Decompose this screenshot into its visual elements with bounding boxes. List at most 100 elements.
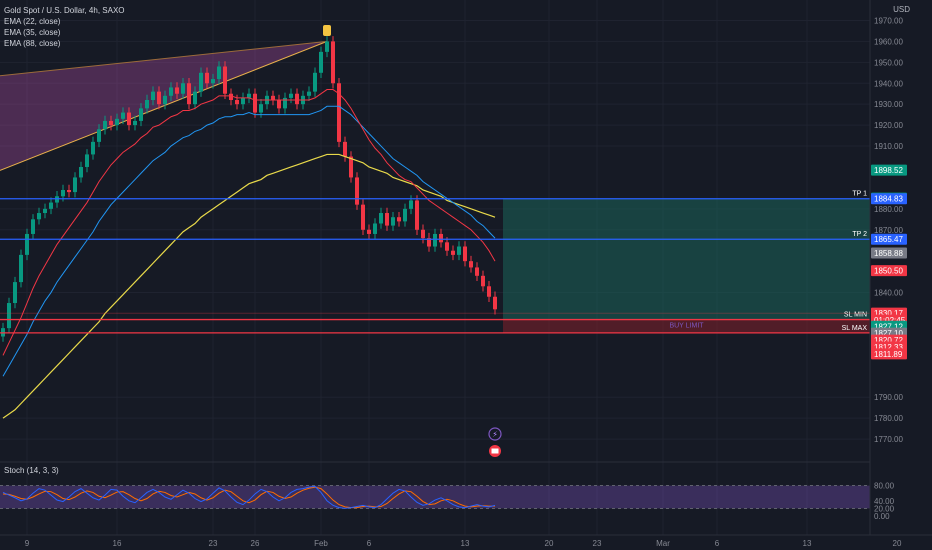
price-tag-label: 1898.52: [874, 166, 903, 175]
candle-body: [487, 286, 491, 297]
candle-body: [97, 129, 101, 142]
price-tick-label: 1840.00: [874, 289, 903, 298]
candle-body: [247, 93, 251, 98]
candle-body: [379, 213, 383, 224]
symbol-title[interactable]: Gold Spot / U.S. Dollar, 4h, SAXO: [4, 6, 125, 15]
candle-body: [127, 112, 131, 126]
candle-body: [235, 100, 239, 105]
candle-body: [481, 275, 485, 287]
price-tick-label: 1790.00: [874, 393, 903, 402]
ema88-legend[interactable]: EMA (88, close): [4, 39, 61, 48]
time-tick-label: Mar: [656, 539, 670, 548]
price-tag-label: 1830.17: [874, 309, 903, 318]
price-tag-label: 1827.10: [874, 329, 903, 338]
time-tick-label: 13: [461, 539, 470, 548]
candle-body: [91, 141, 95, 155]
candle-body: [397, 217, 401, 222]
channel-upper: [0, 40, 328, 77]
candle-body: [475, 267, 479, 276]
price-tick-label: 1940.00: [874, 79, 903, 88]
time-tick-label: 23: [593, 539, 602, 548]
candle-body: [223, 66, 227, 94]
candle-body: [163, 95, 167, 105]
ema22-line: [2, 89, 496, 356]
ema22-legend[interactable]: EMA (22, close): [4, 17, 61, 26]
time-tick-label: 20: [545, 539, 554, 548]
stoch-tick-label: 20.00: [874, 504, 895, 513]
price-tick-label: 1770.00: [874, 435, 903, 444]
price-tag: [871, 193, 907, 205]
level-lines[interactable]: TP 1 TP 2 SL MIN SL MAX: [0, 191, 870, 334]
time-tick-label: 23: [209, 539, 218, 548]
candle-body: [175, 87, 179, 94]
time-tick-label: 26: [251, 539, 260, 548]
candle-body: [367, 229, 371, 234]
price-tick-label: 1960.00: [874, 37, 903, 46]
candle-body: [463, 246, 467, 262]
stoch-legend[interactable]: Stoch (14, 3, 3): [4, 466, 59, 475]
candle-body: [103, 120, 107, 130]
price-tag-label: 1827.12: [874, 322, 903, 331]
candle-body: [157, 91, 161, 105]
stop-zone: [503, 319, 870, 333]
candle-body: [433, 233, 437, 247]
candle-body: [439, 233, 443, 243]
candle-body: [421, 229, 425, 239]
price-tick-label: 1880.00: [874, 205, 903, 214]
candle-body: [349, 156, 353, 178]
candle-body: [121, 112, 125, 119]
candle-body: [361, 204, 365, 230]
candle-body: [229, 93, 233, 100]
price-tick-label: 1970.00: [874, 16, 903, 25]
lightning-icon: ⚡: [492, 430, 498, 439]
level-label: TP 1: [852, 191, 867, 198]
price-tag: [871, 348, 907, 360]
earnings-marker-icon: [323, 25, 331, 36]
candle-body: [409, 200, 413, 209]
price-tick-label: 1870.00: [874, 226, 903, 235]
currency-label: USD: [893, 5, 910, 14]
price-tag: [871, 265, 907, 277]
candle-body: [181, 83, 185, 94]
price-tag-label: 1858.88: [874, 249, 903, 258]
stoch-tick-label: 80.00: [874, 482, 895, 491]
candle-body: [445, 242, 449, 251]
candle-body: [337, 83, 341, 142]
level-label: TP 2: [852, 231, 867, 238]
time-tick-label: Feb: [314, 539, 328, 548]
price-tick-label: 1930.00: [874, 100, 903, 109]
candle-body: [451, 250, 455, 255]
candle-body: [145, 100, 149, 109]
candle-body: [133, 120, 137, 126]
candle-body: [61, 190, 65, 197]
price-tag-label: 1812.33: [874, 343, 903, 352]
candle-body: [31, 219, 35, 234]
candle-body: [277, 100, 281, 109]
candle-body: [211, 79, 215, 84]
candle-body: [67, 190, 71, 193]
candle-body: [193, 91, 197, 105]
candle-body: [343, 141, 347, 157]
candle-body: [85, 154, 89, 167]
candle-body: [427, 238, 431, 247]
flag-icon: [491, 448, 499, 454]
candlesticks: [1, 36, 497, 342]
candle-body: [25, 233, 29, 255]
candle-body: [271, 95, 275, 100]
time-tick-label: 20: [893, 539, 902, 548]
event-icons[interactable]: ⚡: [323, 25, 502, 457]
price-tag-label: 1865.47: [874, 235, 903, 244]
candle-body: [139, 108, 143, 121]
level-label: SL MAX: [842, 325, 868, 332]
stoch-k-line: [2, 485, 496, 509]
ema35-legend[interactable]: EMA (35, close): [4, 28, 61, 37]
stoch-tick-label: 40.00: [874, 497, 895, 506]
candle-body: [205, 72, 209, 84]
time-tick-label: 16: [113, 539, 122, 548]
time-axis[interactable]: 9 16 23 26 Feb 6 13 20 23 Mar 6 13 20: [0, 534, 932, 548]
candle-body: [469, 261, 473, 268]
chart-legend: Gold Spot / U.S. Dollar, 4h, SAXO EMA (2…: [4, 5, 125, 49]
candle-body: [313, 72, 317, 92]
candle-body: [355, 177, 359, 205]
